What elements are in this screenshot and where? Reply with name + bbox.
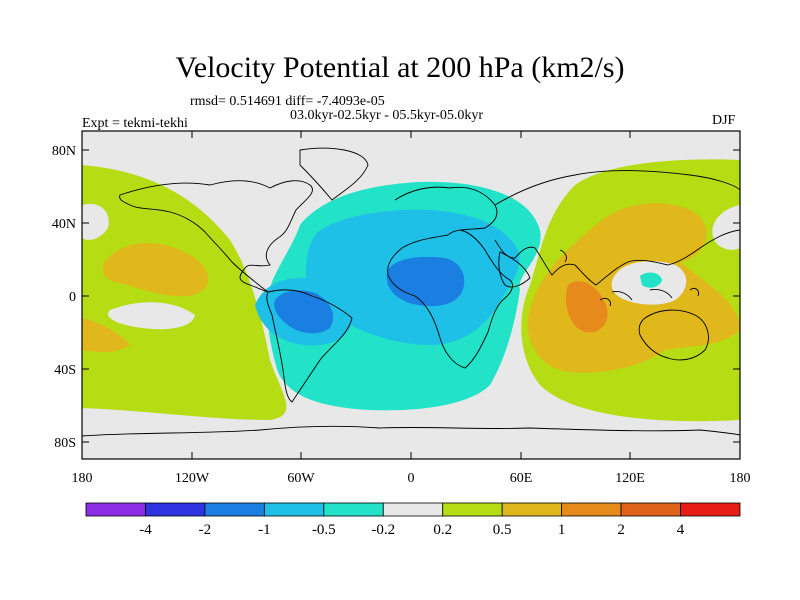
coast-islands [559, 249, 699, 307]
rmsd-diff-stats: rmsd= 0.514691 diff= -7.4093e-05 [190, 94, 385, 109]
lat-label-0: 0 [69, 290, 76, 305]
colorbar-box-2 [204, 502, 265, 517]
latitude-labels: 80N 40N 0 40S 80S [52, 144, 76, 451]
season-label: DJF [712, 113, 736, 128]
experiment-label: Expt = tekmi-tekhi [82, 116, 188, 131]
contour-amazon-minimum [274, 290, 334, 334]
latitude-ticks [82, 149, 740, 443]
contour-east-pacific-orange [102, 242, 209, 297]
colorbar-label: -0.2 [371, 522, 395, 538]
colorbar-label: 0.5 [493, 522, 512, 538]
colorbar-box-4 [323, 502, 384, 517]
coast-greenland [299, 147, 369, 201]
colorbar-label: -1 [258, 522, 271, 538]
lat-label-40n: 40N [52, 217, 76, 232]
map-title: Velocity Potential at 200 hPa (km2/s) [175, 51, 625, 84]
period-range-label: 03.0kyr-02.5kyr - 05.5kyr-05.0kyr [290, 108, 484, 123]
coast-europe-africa [387, 186, 513, 369]
coast-south-america [266, 289, 353, 403]
colorbar-label: 1 [558, 522, 566, 538]
longitude-labels: 180 120W 60W 0 60E 120E 180 [72, 471, 751, 486]
colorbar-label: 4 [677, 522, 685, 538]
contour-east-edge-neutral [712, 205, 740, 250]
lon-label-60e: 60E [510, 471, 533, 486]
contour-indian-ocean-maximum [565, 281, 608, 333]
colorbar-label: -2 [199, 522, 212, 538]
colorbar-box-1 [145, 502, 206, 517]
colorbar-box-0 [85, 502, 146, 517]
lat-label-80s: 80S [54, 436, 76, 451]
colorbar-box-5 [382, 502, 444, 517]
colorbar-box-9 [620, 502, 681, 517]
lon-label-180e: 180 [730, 471, 751, 486]
colorbar: -4 -2 -1 -0.5 -0.2 0.2 0.5 1 2 4 [85, 502, 741, 538]
colorbar-label: 0.2 [433, 522, 452, 538]
contour-pacific-neutral-hole [108, 302, 195, 330]
coast-australia [638, 309, 709, 361]
lat-label-40s: 40S [54, 363, 76, 378]
coast-antarctica [82, 425, 740, 437]
lon-label-120w: 120W [175, 471, 210, 486]
contour-west-edge-orange [82, 318, 130, 353]
coast-north-america [119, 180, 313, 293]
colorbar-label: 2 [617, 522, 625, 538]
coast-asia [494, 170, 740, 286]
colorbar-box-3 [263, 502, 325, 517]
colorbar-box-6 [442, 502, 503, 517]
lon-label-120e: 120E [615, 471, 645, 486]
longitude-ticks [81, 131, 741, 459]
contour-maritime-continent-cyan [640, 272, 662, 288]
contour-west-neutral-cap [82, 203, 109, 240]
colorbar-box-7 [501, 502, 563, 517]
contour-africa-minimum [386, 256, 465, 307]
lon-label-60w: 60W [287, 471, 315, 486]
lon-label-0: 0 [408, 471, 415, 486]
lon-label-180w: 180 [72, 471, 93, 486]
colorbar-box-8 [561, 502, 622, 517]
colorbar-box-10 [680, 502, 741, 517]
coastline-layer [82, 147, 740, 437]
coast-arabia [498, 251, 531, 288]
colorbar-label: -0.5 [312, 522, 336, 538]
lat-label-80n: 80N [52, 144, 76, 159]
colorbar-label: -4 [139, 522, 152, 538]
